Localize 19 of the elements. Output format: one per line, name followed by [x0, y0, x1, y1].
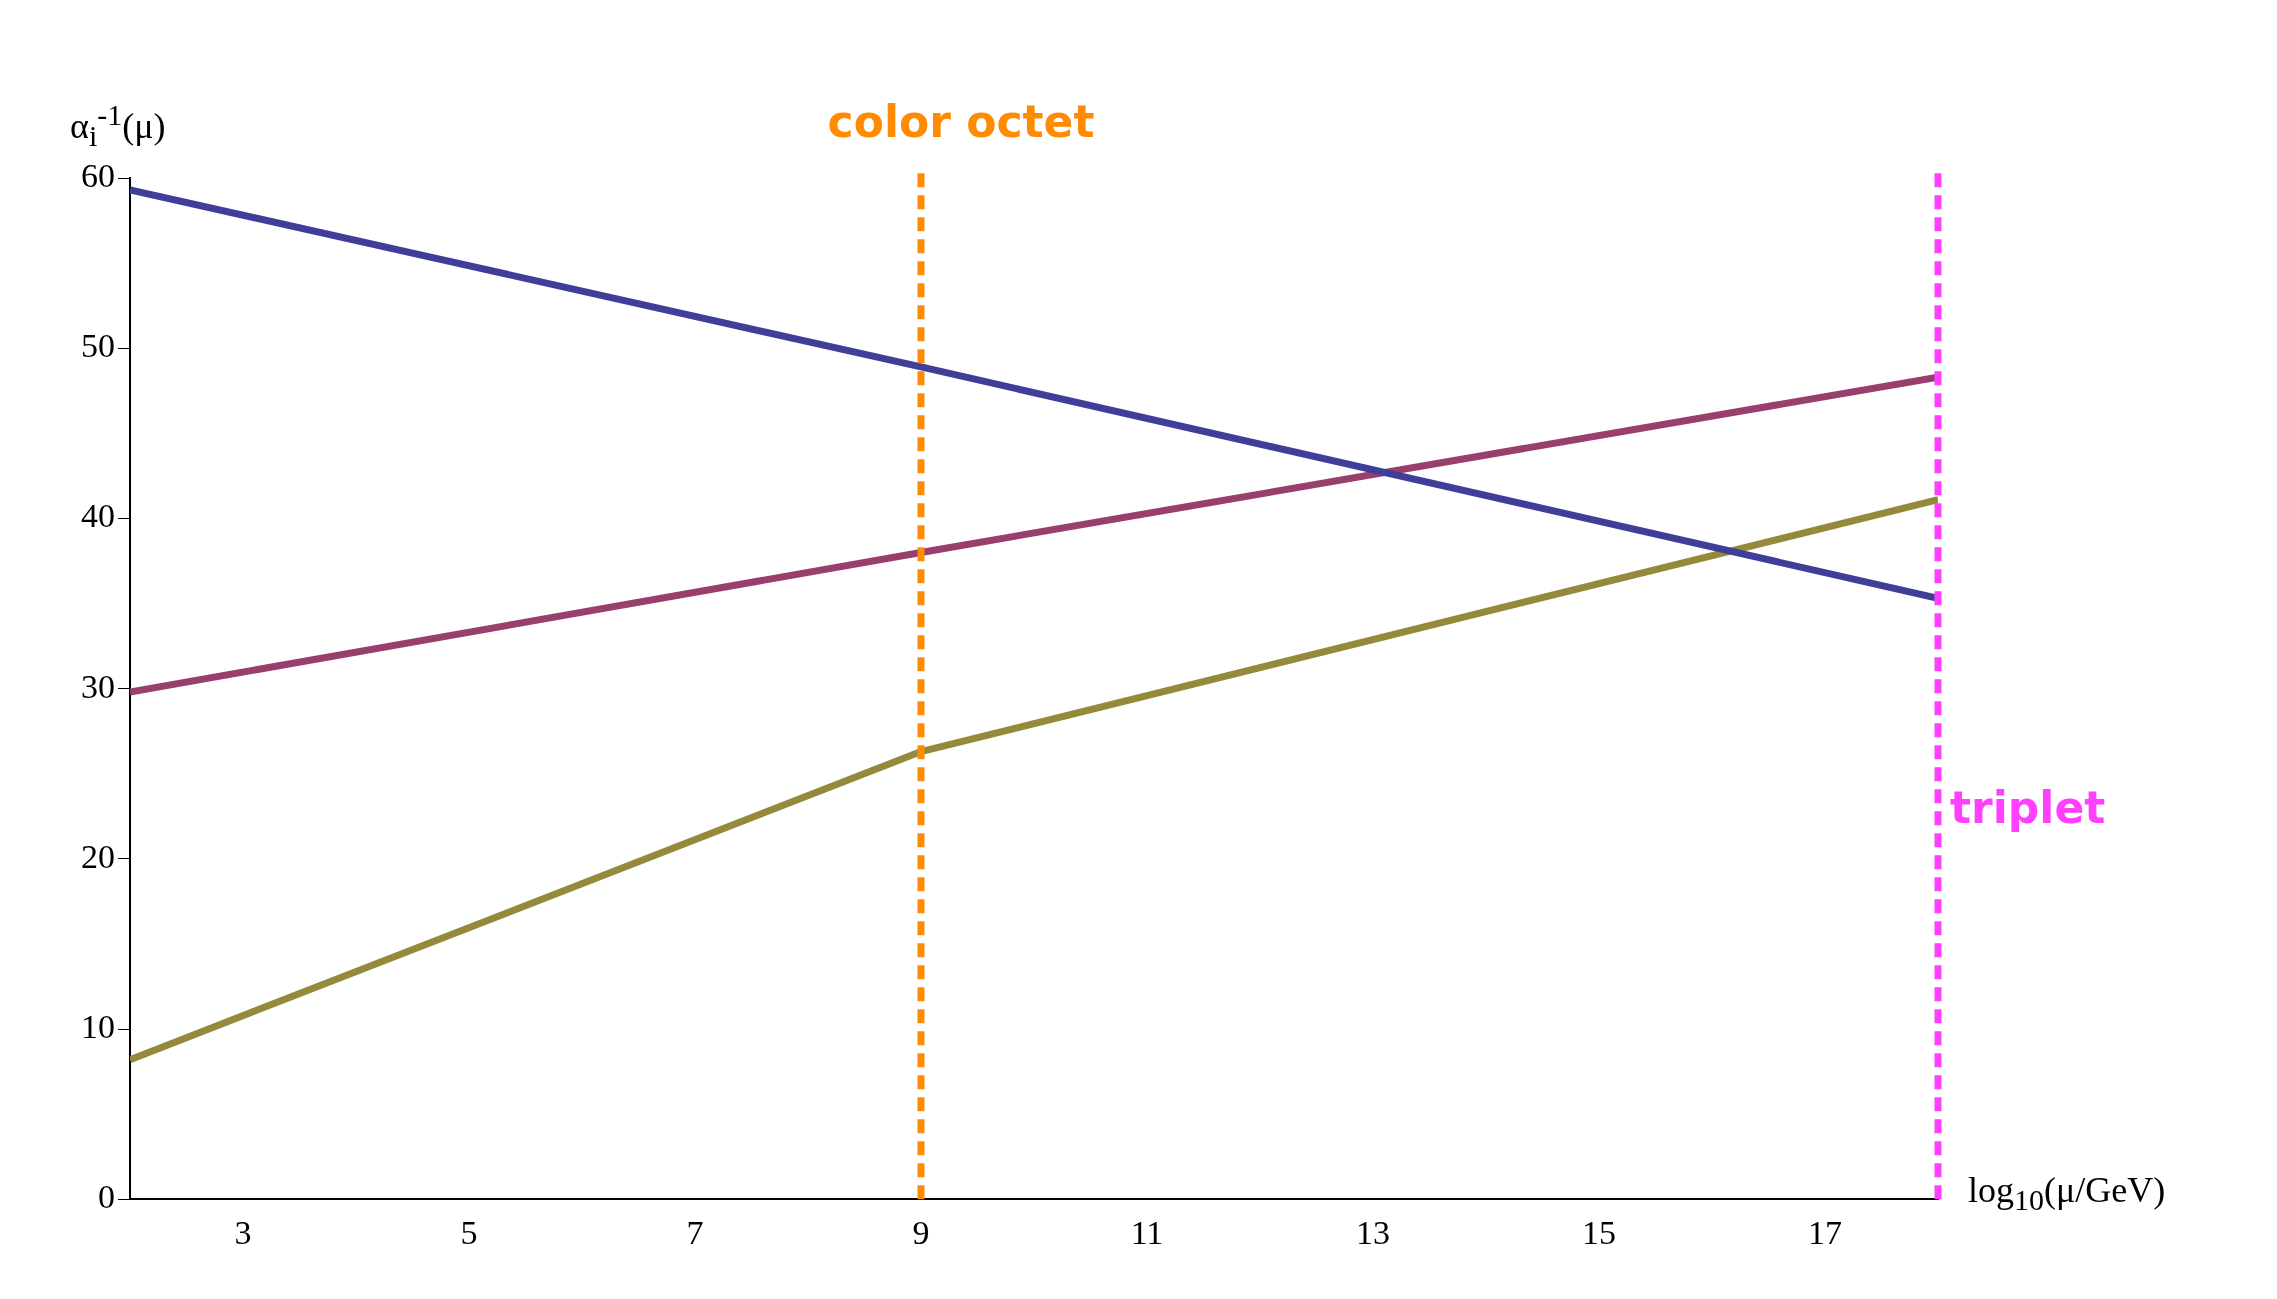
x-axis-title: log$_{10}$(μ/GeV): [1968, 1169, 2166, 1218]
x-tick-label: 17: [1808, 1213, 1842, 1251]
x-tick-label: 9: [912, 1213, 930, 1251]
y-axis-title: α$_{i}$$^{-1}$(μ): [70, 98, 166, 154]
y-tick-label: 0: [98, 1178, 115, 1216]
x-tick-label: 7: [686, 1213, 704, 1251]
y-tick-label: 60: [81, 156, 115, 194]
y-tick-label: 50: [81, 327, 115, 365]
x-tick-label: 11: [1130, 1213, 1164, 1251]
y-tick-label: 30: [81, 667, 115, 705]
y-tick-label: 10: [81, 1007, 115, 1045]
ref-line-label: color octet: [827, 96, 1095, 148]
ref-line-label: triplet: [1950, 781, 2106, 833]
y-tick-label: 20: [81, 837, 115, 875]
x-tick-label: 15: [1582, 1213, 1616, 1251]
x-tick-label: 3: [234, 1213, 252, 1251]
y-tick-label: 40: [81, 497, 115, 535]
x-tick-label: 13: [1356, 1213, 1390, 1251]
x-tick-label: 5: [460, 1213, 478, 1251]
